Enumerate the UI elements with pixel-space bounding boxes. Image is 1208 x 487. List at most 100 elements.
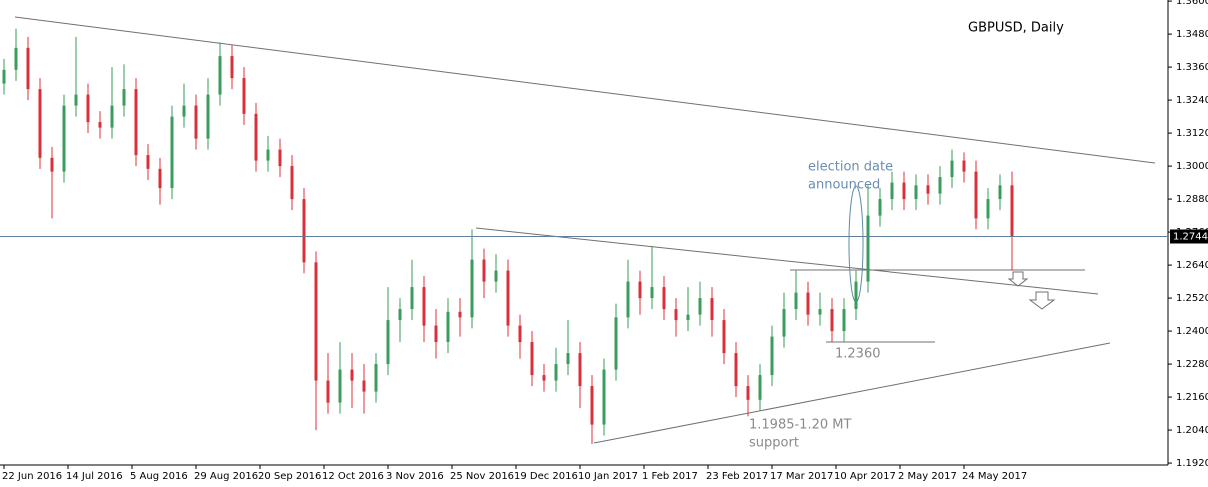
candle-body [590,386,594,425]
candle-body [254,113,258,161]
chart-title: GBPUSD, Daily [968,21,1064,36]
candle-body [218,56,222,95]
x-tick-label: 19 Dec 2016 [514,471,578,482]
candle-body [242,78,246,114]
candle-body [494,270,498,282]
candle-body [326,380,330,403]
candle-body [470,259,474,318]
candle-body [146,155,150,169]
y-tick-label: 1.2640 [1176,260,1208,271]
x-tick-label: 24 May 2017 [962,471,1027,482]
x-tick-label: 20 Sep 2016 [258,471,321,482]
candle-body [362,380,366,392]
candle-body [698,298,702,315]
trend-line [14,16,1156,164]
candle-body [542,375,546,381]
candle-body [62,105,66,172]
price-label-box [1170,229,1208,244]
candle-body [98,122,102,128]
y-tick-label: 1.3120 [1176,128,1208,139]
x-tick-label: 5 Aug 2016 [130,471,188,482]
candle-body [2,69,6,84]
x-tick-label: 22 Jun 2016 [2,471,62,482]
candle-body [230,56,234,79]
candle-body [878,199,882,216]
candle-body [398,309,402,321]
candle-body [410,287,414,310]
candle-body [530,342,534,376]
candle-body [638,281,642,299]
candle-body [554,364,558,381]
trend-line [475,227,1099,295]
y-tick-label: 1.3480 [1176,29,1208,40]
candle-body [578,353,582,387]
candle-body [626,281,630,318]
candle-body [986,199,990,219]
candle-body [734,353,738,387]
candle-body [830,309,834,332]
candle-body [350,369,354,381]
candle-body [1010,185,1014,237]
y-tick-label: 1.2400 [1176,326,1208,337]
x-tick-label: 29 Aug 2016 [194,471,258,482]
candle-body [122,89,126,106]
candle-body [482,259,486,282]
x-tick-label: 12 Oct 2016 [322,471,384,482]
candle-body [314,262,318,381]
y-tick-label: 1.3360 [1176,62,1208,73]
candle-body [386,320,390,365]
candle-body [962,160,966,172]
y-tick-label: 1.3000 [1176,161,1208,172]
y-tick-label: 1.2520 [1176,293,1208,304]
candle-body [782,309,786,337]
candle-body [206,94,210,139]
candle-body [854,281,858,310]
y-tick-label: 1.1920 [1176,458,1208,469]
candle-body [818,309,822,315]
x-tick-label: 17 Mar 2017 [770,471,833,482]
candle-body [506,270,510,326]
candle-body [338,369,342,403]
candle-body [722,320,726,354]
candle-body [842,309,846,332]
candle-body [278,149,282,167]
candle-body [158,168,162,189]
candle-body [74,94,78,106]
candle-body [194,105,198,139]
candle-body [518,325,522,343]
annotation: election date [808,160,893,175]
candle-body [50,157,54,172]
candle-body [746,386,750,400]
arrow-down [1028,291,1056,310]
candle-body [446,311,450,343]
y-tick-label: 1.2280 [1176,359,1208,370]
annotation: support [749,436,799,451]
candle-body [686,314,690,321]
candle-body [422,287,426,326]
candle-body [998,185,1002,200]
candle-body [866,215,870,282]
trend-line [593,342,1111,444]
candle-body [38,89,42,158]
annotation: 1.1985-1.20 MT [749,418,851,433]
candle-body [950,160,954,178]
candle-body [602,369,606,425]
x-tick-label: 14 Jul 2016 [66,471,123,482]
y-tick-label: 1.2880 [1176,194,1208,205]
candle-body [806,292,810,315]
x-tick-label: 10 Apr 2017 [834,471,896,482]
candle-body [434,325,438,343]
candle-body [458,311,462,318]
candle-body [710,298,714,321]
x-tick-label: 3 Nov 2016 [386,471,444,482]
x-tick-label: 23 Feb 2017 [706,471,768,482]
y-tick-label: 1.3600 [1176,0,1208,7]
candle-body [902,182,906,200]
candle-body [374,364,378,392]
candle-body [650,287,654,299]
price-label: 1.2744 [1173,231,1208,242]
candle-body [14,47,18,70]
candle-body [290,166,294,200]
x-tick-label: 2 May 2017 [898,471,957,482]
candle-body [614,317,618,370]
